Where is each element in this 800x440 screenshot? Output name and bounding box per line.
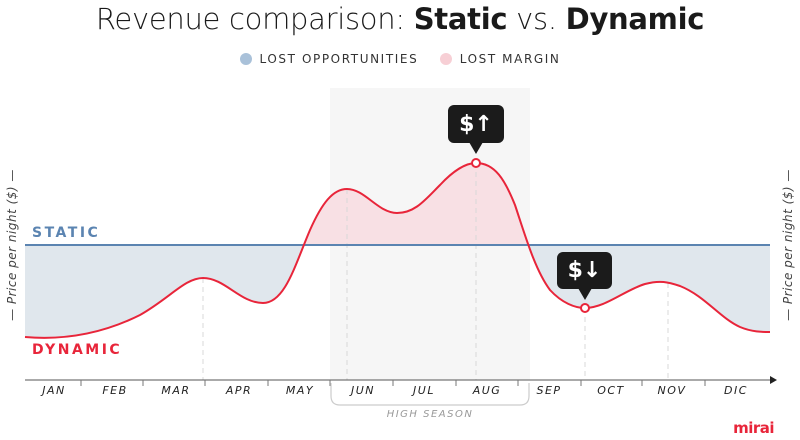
month-label-oct: OCT bbox=[597, 384, 625, 397]
y-axis-label-right: — Price per night ($) — bbox=[781, 169, 795, 321]
month-label-jan: JAN bbox=[42, 384, 66, 397]
y-axis-label-left: — Price per night ($) — bbox=[5, 169, 19, 321]
month-label-feb: FEB bbox=[102, 384, 128, 397]
month-label-jul: JUL bbox=[413, 384, 435, 397]
month-label-dic: DIC bbox=[724, 384, 748, 397]
legend: LOST OPPORTUNITIES LOST MARGIN bbox=[0, 52, 800, 68]
x-axis-ticks bbox=[80, 380, 706, 386]
dynamic-price-line bbox=[24, 161, 771, 339]
legend-swatch bbox=[439, 53, 452, 65]
dynamic-label: DYNAMIC bbox=[32, 342, 123, 358]
month-label-nov: NOV bbox=[657, 384, 687, 397]
lost-margin-area bbox=[25, 163, 770, 245]
high-season-bracket bbox=[330, 383, 530, 406]
legend-label: LOST OPPORTUNITIES bbox=[259, 52, 419, 66]
month-label-apr: APR bbox=[225, 384, 253, 397]
legend-swatch bbox=[239, 53, 252, 65]
price-up-callout: $↑ bbox=[448, 105, 504, 154]
month-label-may: MAY bbox=[285, 384, 315, 397]
x-axis-arrow-icon bbox=[770, 376, 777, 384]
trough-marker bbox=[580, 303, 590, 313]
high-season-label: HIGH SEASON bbox=[386, 409, 474, 420]
legend-item-lost-margin: LOST MARGIN bbox=[439, 52, 561, 66]
month-label-aug: AUG bbox=[472, 384, 502, 397]
guide-lines bbox=[202, 163, 669, 380]
month-label-sep: SEP bbox=[536, 384, 562, 397]
mirai-logo: mirai bbox=[733, 419, 774, 437]
legend-label: LOST MARGIN bbox=[459, 52, 561, 66]
month-label-jun: JUN bbox=[350, 384, 376, 397]
month-label-mar: MAR bbox=[161, 384, 191, 397]
diagram-title: Revenue comparison: Static vs. Dynamic bbox=[95, 2, 705, 36]
static-label: STATIC bbox=[32, 225, 101, 241]
peak-marker bbox=[471, 158, 481, 168]
price-down-callout: $↓ bbox=[557, 252, 612, 300]
legend-item-lost-opportunities: LOST OPPORTUNITIES bbox=[239, 52, 419, 66]
